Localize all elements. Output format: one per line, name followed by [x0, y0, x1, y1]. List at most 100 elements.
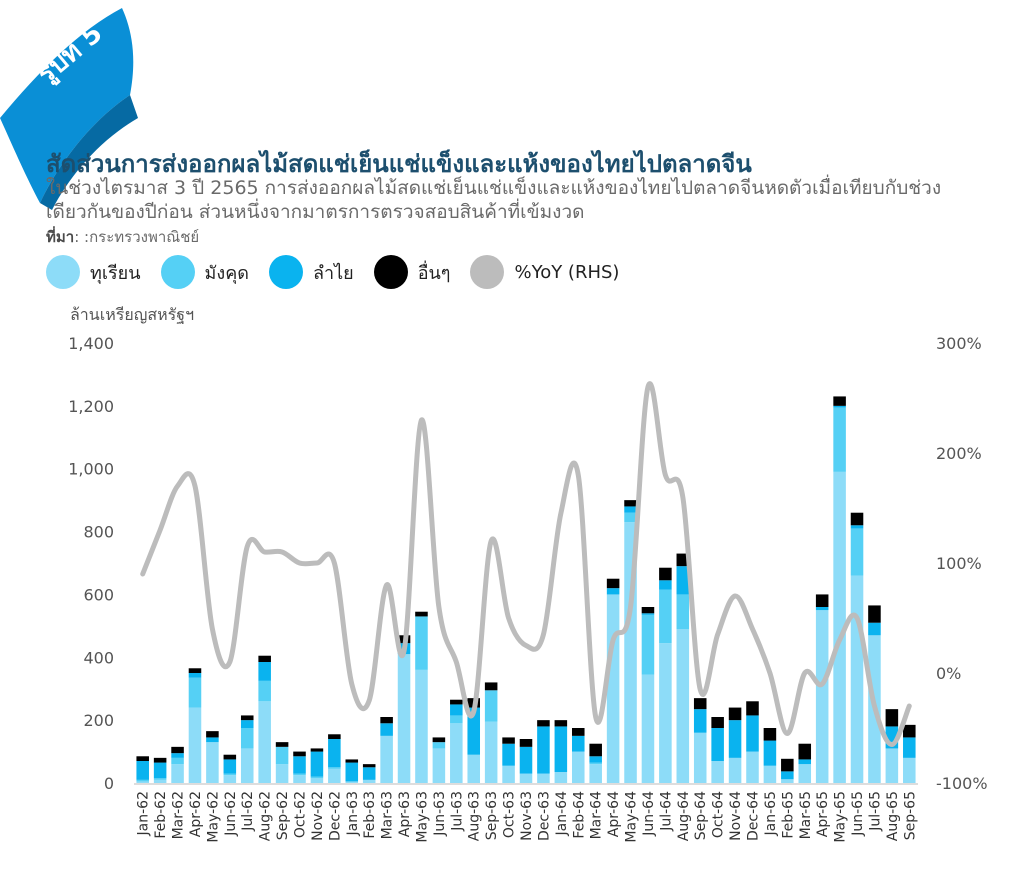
bar-segment — [153, 762, 167, 779]
bar-segment — [693, 709, 707, 733]
x-tick-label: Aug-63 — [467, 791, 483, 841]
bar-segment — [571, 751, 585, 783]
bar-segment — [728, 757, 742, 783]
bar-segment — [136, 756, 149, 761]
x-tick-label: Aug-64 — [676, 791, 692, 841]
x-tick-label: Jan-64 — [554, 791, 570, 837]
x-tick-label: Dec-63 — [536, 791, 552, 841]
x-tick-label: Sep-63 — [484, 791, 500, 840]
bar-segment — [711, 728, 724, 761]
bar-segment — [432, 737, 446, 743]
x-tick-label: Feb-65 — [780, 791, 796, 839]
bar-segment — [676, 566, 690, 595]
bar-segment — [519, 773, 533, 783]
bar-segment — [676, 553, 690, 567]
y2-tick-label: 100% — [936, 554, 982, 573]
bar-segment — [258, 655, 271, 662]
bar-segment — [728, 720, 742, 758]
legend-label: อื่นๆ — [417, 262, 451, 284]
bar-segment — [223, 754, 237, 760]
y2-tick-label: 0% — [936, 664, 961, 683]
bar-segment — [798, 759, 812, 765]
bar-segment — [502, 743, 515, 766]
x-tick-label: Jan-65 — [763, 791, 779, 836]
legend-label: มังคุด — [204, 262, 249, 284]
x-tick-label: Aug-65 — [885, 791, 901, 841]
x-tick-label: Jan-62 — [136, 791, 152, 836]
legend-swatch — [373, 255, 408, 289]
bar-segment — [484, 721, 498, 783]
bar-segment — [188, 677, 202, 708]
bar-segment — [223, 759, 237, 774]
bar-segment — [815, 610, 829, 783]
ribbon-shape — [0, 8, 134, 203]
bar-segment — [815, 607, 829, 611]
bar-segment — [136, 761, 149, 780]
bar-segment — [136, 781, 149, 783]
bar-segment — [275, 746, 289, 765]
bar-segment — [188, 668, 202, 673]
bar-segment — [746, 701, 759, 716]
x-tick-label: Apr-62 — [188, 791, 204, 837]
x-tick-label: Sep-62 — [275, 791, 291, 840]
x-tick-label: Nov-62 — [310, 791, 326, 841]
x-tick-label: Dec-64 — [745, 791, 761, 841]
bar-segment — [275, 742, 289, 747]
x-tick-label: Mar-65 — [798, 791, 814, 839]
bar-segment — [275, 764, 289, 783]
x-tick-label: Jul-64 — [658, 791, 674, 832]
bar-segment — [450, 704, 463, 716]
bar-segment — [240, 715, 254, 721]
y-tick-label: 1,000 — [68, 460, 114, 479]
bar-segment — [484, 690, 498, 722]
x-tick-label: Feb-62 — [153, 791, 169, 839]
x-tick-label: Oct-63 — [502, 791, 518, 838]
bar-segment — [362, 767, 376, 780]
bar-segment — [624, 512, 637, 523]
bar-segment — [171, 746, 184, 754]
bar-segment — [659, 589, 672, 644]
bar-segment — [328, 734, 341, 739]
bar-segment — [380, 723, 393, 736]
bar-segment — [903, 737, 916, 758]
bar-segment — [606, 594, 620, 783]
legend-swatch — [268, 255, 303, 289]
bar-segment — [554, 772, 568, 783]
y-axis-label: ล้านเหรียญสหรัฐฯ — [70, 305, 194, 324]
x-tick-label: Oct-62 — [293, 791, 309, 838]
bar-segment — [345, 759, 359, 763]
bar-segment — [659, 567, 672, 581]
bar-segment — [240, 720, 254, 728]
bar-segment — [798, 743, 812, 760]
legend-label: ลำไย — [312, 262, 354, 284]
source-text: : :กระทรวงพาณิชย์ — [74, 228, 200, 246]
bar-segment — [415, 669, 428, 783]
bar-segment — [815, 594, 829, 607]
bar-segment — [450, 715, 463, 724]
bar-segment — [223, 775, 237, 783]
x-tick-label: Jul-65 — [867, 791, 883, 832]
x-tick-label: Nov-63 — [519, 791, 535, 841]
bar-segment — [885, 748, 899, 783]
bar-segment — [206, 731, 219, 738]
bar-segment — [746, 751, 759, 783]
figure-badge — [0, 8, 138, 210]
bar-segment — [467, 707, 481, 755]
bar-segment — [763, 740, 777, 766]
bar-segment — [380, 735, 393, 783]
bar-segment — [223, 773, 237, 776]
bar-segment — [258, 680, 271, 702]
bar-segment — [432, 742, 446, 749]
chart-title: สัดส่วนการส่งออกผลไม้สดแช่เย็นแช่แข็งและ… — [46, 150, 752, 178]
bar-segment — [781, 758, 794, 772]
y2-tick-label: -100% — [936, 774, 988, 793]
ribbon-fold — [40, 95, 138, 210]
yoy-line — [140, 381, 912, 747]
chart-subtitle: ในช่วงไตรมาส 3 ปี 2565 การส่งออกผลไม้สดแ… — [46, 177, 942, 223]
x-tick-label: Jul-63 — [449, 791, 465, 832]
bar-segment — [171, 753, 184, 758]
x-tick-label: Jun-64 — [641, 791, 657, 837]
bar-segment — [502, 765, 515, 783]
legend-label: %YoY (RHS) — [514, 261, 620, 283]
